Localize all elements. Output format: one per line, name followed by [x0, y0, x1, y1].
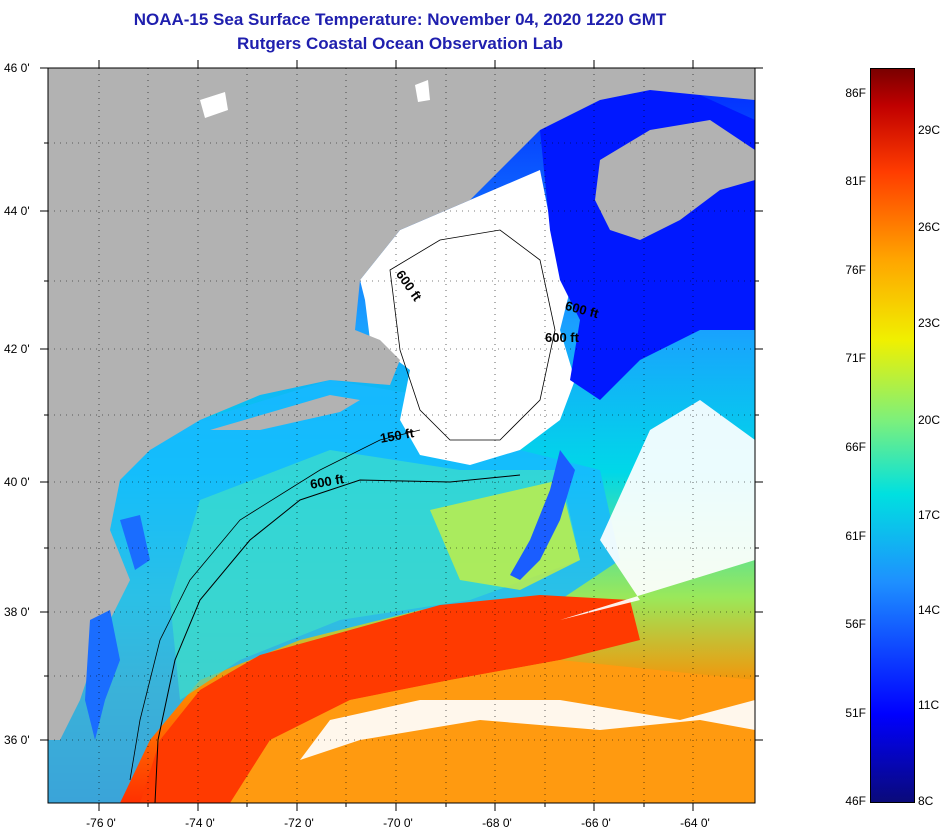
land-us-east	[48, 68, 755, 740]
colorbar-f-label: 51F	[845, 706, 866, 720]
contour-150ft	[129, 429, 421, 781]
land-nova-scotia	[595, 120, 755, 240]
warm-offshore	[230, 660, 755, 803]
colorbar-f-label: 56F	[845, 617, 866, 631]
colorbar	[870, 68, 915, 803]
lat-label: 46 0'	[4, 61, 30, 75]
warm-slope-water	[430, 480, 580, 590]
contour-600ft-shelf	[154, 474, 521, 804]
chesapeake-bay	[85, 610, 120, 740]
cloud-offshore	[300, 400, 755, 760]
lake-2	[415, 80, 430, 102]
land-long-island	[210, 395, 360, 430]
colorbar-c-label: 17C	[918, 508, 941, 522]
frame-ticks	[40, 60, 763, 811]
lon-label: -76 0'	[86, 816, 116, 830]
colorbar-f-label: 86F	[845, 86, 866, 100]
colorbar-f-label: 71F	[845, 351, 866, 365]
lon-label: -68 0'	[482, 816, 512, 830]
colorbar-c-label: 26C	[918, 220, 941, 234]
gulf-stream	[140, 595, 640, 803]
lon-label: -70 0'	[383, 816, 413, 830]
lat-label: 42 0'	[4, 342, 30, 356]
graticule	[48, 68, 755, 803]
colorbar-c-label: 23C	[918, 316, 941, 330]
colorbar-c-label: 14C	[918, 603, 941, 617]
colorbar-c-label: 29C	[918, 123, 941, 137]
colorbar-f-label: 81F	[845, 174, 866, 188]
contour-label: 600 ft	[545, 330, 579, 345]
colorbar-f-label: 61F	[845, 529, 866, 543]
colorbar-c-label: 8C	[918, 794, 934, 808]
colorbar-f-label: 76F	[845, 263, 866, 277]
title-line-2: Rutgers Coastal Ocean Observation Lab	[237, 34, 563, 53]
lat-label: 38 0'	[4, 605, 30, 619]
lon-label: -74 0'	[185, 816, 215, 830]
delaware-bay	[120, 515, 150, 570]
map-frame	[47, 67, 756, 804]
lon-label: -72 0'	[284, 816, 314, 830]
lon-label: -64 0'	[680, 816, 710, 830]
lon-label: -66 0'	[581, 816, 611, 830]
colorbar-c-label: 11C	[918, 698, 940, 712]
lake-1	[200, 92, 228, 118]
colorbar-f-label: 46F	[845, 794, 866, 808]
contour-gulf-of-maine	[389, 229, 556, 441]
lat-label: 44 0'	[4, 204, 30, 218]
lat-label: 40 0'	[4, 475, 30, 489]
cold-water-jet	[510, 450, 575, 580]
colorbar-f-label: 66F	[845, 440, 866, 454]
colorbar-c-label: 20C	[918, 413, 941, 427]
lat-label: 36 0'	[4, 733, 30, 747]
title-line-1: NOAA-15 Sea Surface Temperature: Novembe…	[133, 10, 667, 29]
